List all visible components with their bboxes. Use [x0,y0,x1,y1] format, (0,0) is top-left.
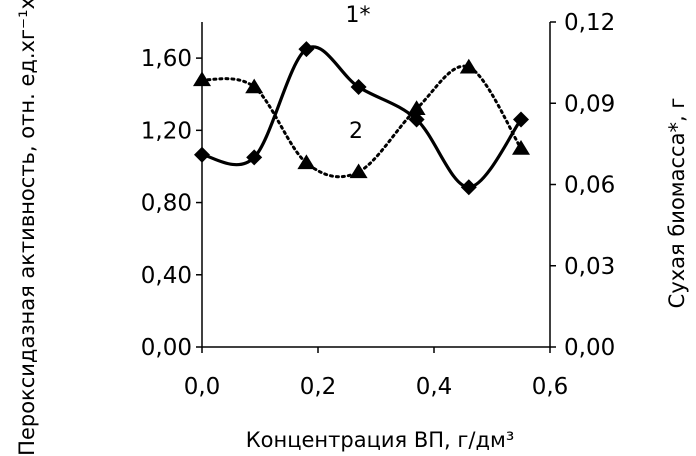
x-axis-title: Концентрация ВП, г/дм³ [246,428,515,452]
series-2-point [297,154,316,170]
series-2-point [459,58,478,74]
x-tick-label: 0,0 [184,374,221,400]
series-2-point [193,71,211,87]
y-tick-label: 0,40 [141,263,192,289]
series-1-point [350,79,367,95]
series-1-point [246,149,263,166]
y2-tick-label: 0,12 [564,10,615,36]
series-1-point [513,111,529,128]
y-tick-label: 1,60 [141,46,192,72]
x-tick-label: 0,6 [532,374,569,400]
chart-series [193,41,530,196]
series-1-point [408,111,425,128]
y2-tick-label: 0,06 [564,173,615,199]
curve-label-2: 2 [349,119,363,144]
chart-axes: 0,00 0,40 0,80 1,20 1,60 0,00 0,03 0,06 0,09 0,12… [141,10,615,400]
y-axis-title: Пероксидазная активность, отн. ед.хг⁻¹хс… [15,0,39,456]
series-2-point [245,78,264,94]
curve-label-1: 1* [346,3,371,28]
y-tick-label: 0,00 [141,335,192,361]
series-1-point [460,179,477,196]
y2-axis-title: Сухая биомасса*, г [665,98,689,309]
x-tick-label: 0,4 [416,374,453,400]
series-1-point [298,41,315,58]
y-tick-label: 0,80 [141,191,192,217]
y2-tick-label: 0,00 [564,335,615,361]
y-tick-label: 1,20 [141,118,192,144]
x-tick-label: 0,2 [300,374,337,400]
series-2-point [512,139,530,155]
series-2-point [407,100,426,115]
series-2-point [349,163,368,179]
y2-tick-label: 0,03 [564,254,615,280]
chart-labels: Концентрация ВП, г/дм³ Пероксидазная акт… [15,0,689,456]
series-1-point [194,146,210,163]
y2-tick-label: 0,09 [564,91,615,117]
